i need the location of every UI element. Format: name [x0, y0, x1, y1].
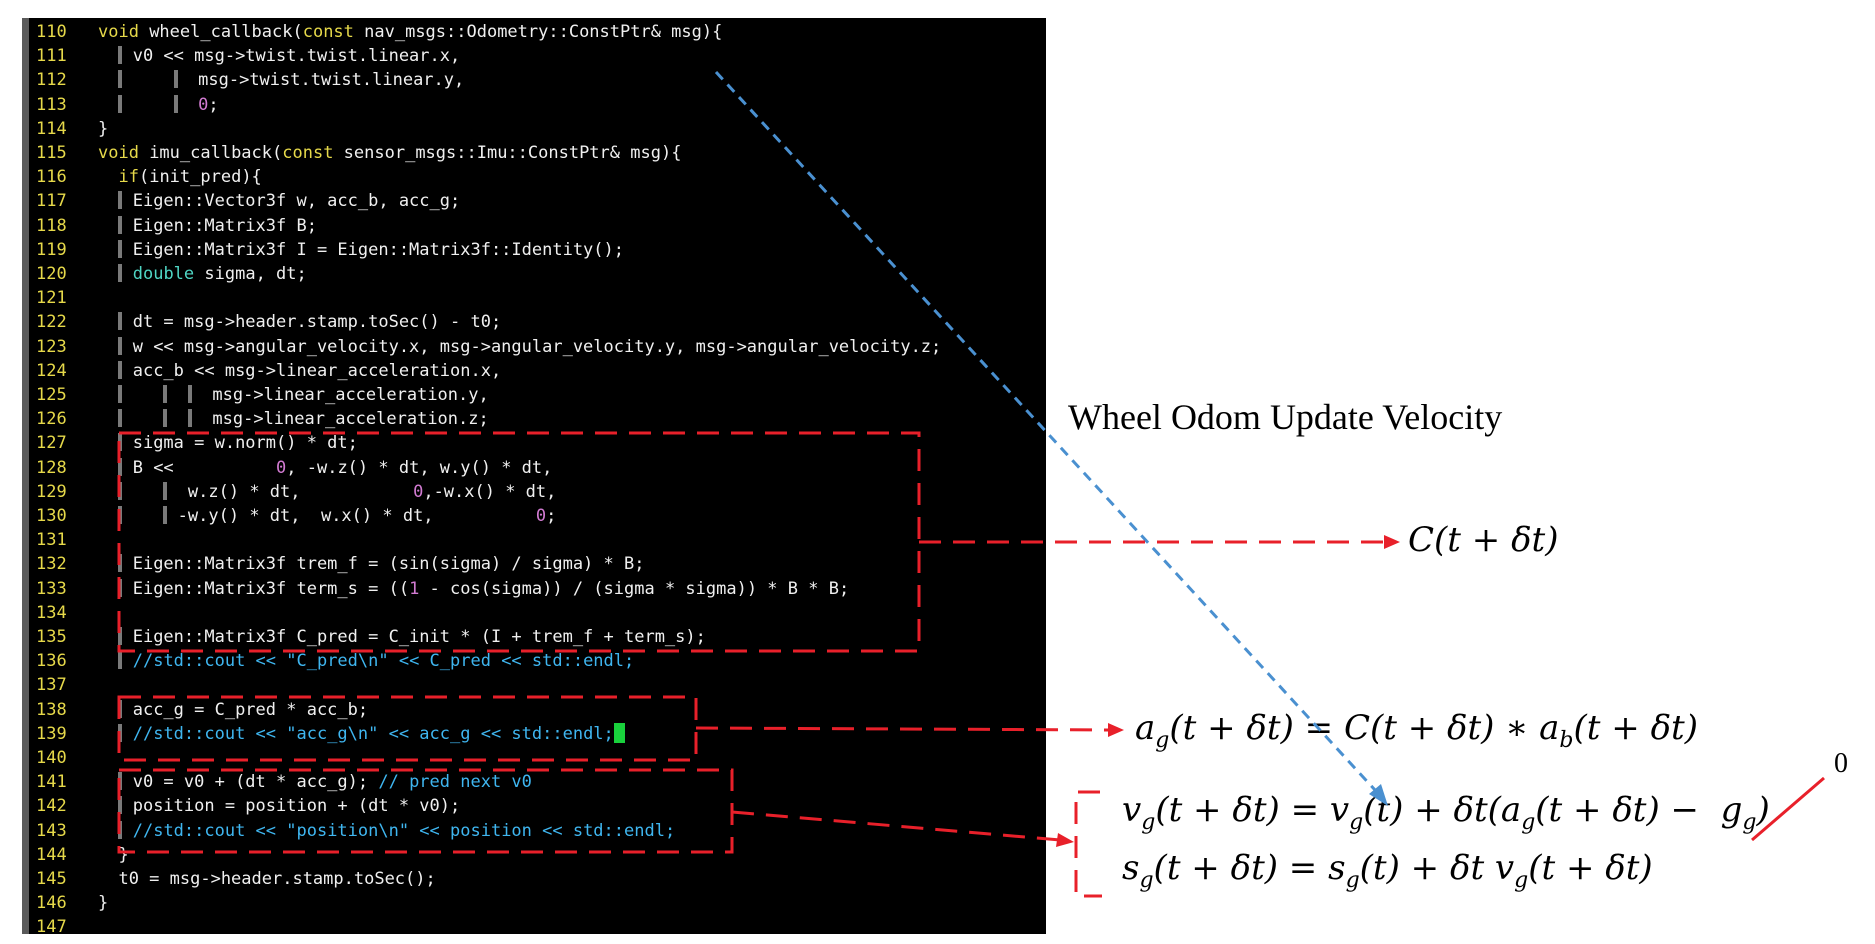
- code-text: position = position + (dt * v0);: [98, 794, 460, 818]
- line-number: 140: [36, 748, 67, 768]
- line-number: 142: [36, 796, 67, 817]
- line-number: 144: [36, 844, 67, 865]
- line-number: 131: [36, 530, 67, 551]
- code-text: msg->linear_acceleration.y,: [98, 383, 489, 407]
- line-number: 113: [36, 94, 67, 115]
- code-text: Eigen::Matrix3f B;: [98, 214, 317, 238]
- line-number: 147: [36, 917, 67, 934]
- line-number: 129: [36, 481, 67, 502]
- equation-position: sg(t + δt) = sg(t) + δt vg(t + δt): [1122, 848, 1653, 893]
- code-text: msg->linear_acceleration.z;: [98, 407, 489, 431]
- line-number: 121: [36, 288, 67, 309]
- code-text: void wheel_callback(const nav_msgs::Odom…: [98, 22, 723, 42]
- line-number: 111: [36, 46, 67, 67]
- code-text: Eigen::Matrix3f C_pred = C_init * (I + t…: [98, 625, 706, 649]
- line-number: 127: [36, 433, 67, 454]
- equation-acceleration: ag(t + δt) = C(t + δt) ∗ ab(t + δt): [1135, 708, 1698, 753]
- line-number: 114: [36, 118, 67, 139]
- code-text: acc_g = C_pred * acc_b;: [98, 698, 368, 722]
- code-text: //std::cout << "position\n" << position …: [98, 819, 675, 843]
- equation-velocity: vg(t + δt) = vg(t) + δt(ag(t + δt) − gg): [1122, 790, 1770, 835]
- equation-rotation: C(t + δt): [1408, 520, 1559, 560]
- code-text: double sigma, dt;: [98, 262, 307, 286]
- line-number: 130: [36, 506, 67, 526]
- line-number: 137: [36, 675, 67, 696]
- code-text: v0 = v0 + (dt * acc_g); // pred next v0: [98, 770, 532, 794]
- code-text: Eigen::Matrix3f term_s = ((1 - cos(sigma…: [98, 577, 849, 601]
- line-number: 118: [36, 215, 67, 236]
- code-text: 0;: [98, 93, 219, 117]
- line-number: 136: [36, 651, 67, 672]
- velocity-position-arrowhead: [1056, 833, 1074, 847]
- line-number: 117: [36, 191, 67, 212]
- line-number: 124: [36, 360, 67, 381]
- gravity-zero-label: 0: [1834, 748, 1848, 779]
- code-text: }: [98, 893, 109, 914]
- gutter-bar: [22, 18, 29, 934]
- line-number: 143: [36, 820, 67, 841]
- line-number: 123: [36, 336, 67, 357]
- line-number: 116: [36, 167, 67, 188]
- code-text: acc_b << msg->linear_acceleration.x,: [98, 359, 501, 383]
- line-number: 132: [36, 554, 67, 575]
- line-number: 139: [36, 723, 67, 744]
- code-text: }: [98, 118, 109, 139]
- line-number: 125: [36, 385, 67, 405]
- line-number: 141: [36, 772, 67, 793]
- code-text: msg->twist.twist.linear.y,: [98, 68, 464, 92]
- line-number: 133: [36, 578, 67, 599]
- line-number: 112: [36, 70, 67, 91]
- code-text: Eigen::Matrix3f I = Eigen::Matrix3f::Ide…: [98, 238, 624, 262]
- line-number: 126: [36, 409, 67, 430]
- line-number: 138: [36, 699, 67, 720]
- code-text: Eigen::Vector3f w, acc_b, acc_g;: [98, 189, 460, 213]
- rotation-arrowhead: [1384, 535, 1400, 549]
- code-text: sigma = w.norm() * dt;: [98, 431, 358, 455]
- line-number: 119: [36, 239, 67, 260]
- code-text: Eigen::Matrix3f trem_f = (sin(sigma) / s…: [98, 552, 644, 576]
- code-text: w.z() * dt, 0,-w.x() * dt,: [98, 480, 556, 504]
- line-number: 135: [36, 627, 67, 647]
- line-number: 134: [36, 602, 67, 623]
- acceleration-arrowhead: [1108, 723, 1124, 737]
- code-text: B << 0, -w.z() * dt, w.y() * dt,: [98, 456, 552, 480]
- code-text: dt = msg->header.stamp.toSec() - t0;: [98, 310, 501, 334]
- line-number: 146: [36, 893, 67, 914]
- equation-bracket: [1074, 790, 1102, 898]
- code-text: }: [98, 844, 129, 865]
- line-number: 145: [36, 869, 67, 889]
- line-number: 115: [36, 143, 67, 163]
- line-number: 128: [36, 457, 67, 478]
- code-text: //std::cout << "acc_g\n" << acc_g << std…: [98, 722, 625, 746]
- code-text: v0 << msg->twist.twist.linear.x,: [98, 44, 460, 68]
- line-number: 122: [36, 312, 67, 333]
- wheel-odom-label: Wheel Odom Update Velocity: [1068, 397, 1503, 437]
- code-text: w << msg->angular_velocity.x, msg->angul…: [98, 335, 941, 359]
- line-number: 120: [36, 264, 67, 284]
- code-text: t0 = msg->header.stamp.toSec();: [98, 869, 436, 889]
- code-editor: 110 void wheel_callback(const nav_msgs::O…: [22, 18, 1046, 934]
- code-text: void imu_callback(const sensor_msgs::Imu…: [98, 143, 682, 163]
- code-text: -w.y() * dt, w.x() * dt, 0;: [98, 504, 556, 528]
- code-text: if(init_pred){: [118, 167, 262, 188]
- line-number: 110: [36, 22, 67, 42]
- code-text: //std::cout << "C_pred\n" << C_pred << s…: [98, 649, 634, 673]
